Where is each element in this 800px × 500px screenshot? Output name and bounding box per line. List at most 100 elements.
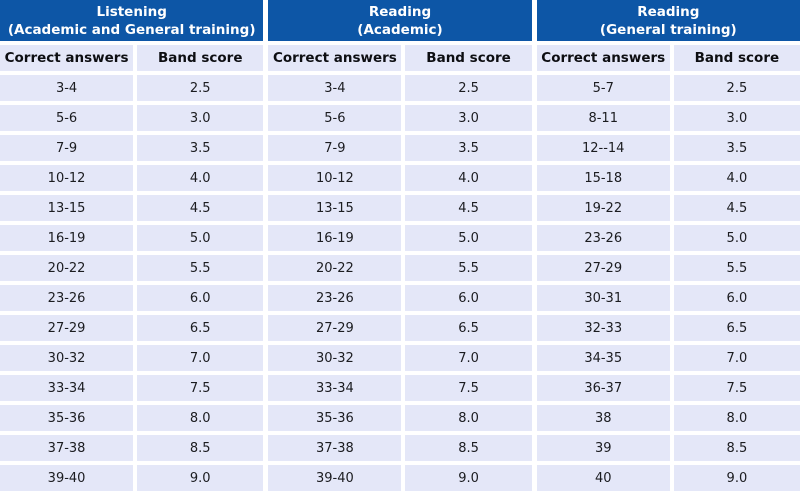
correct-answers-cell: 39-40 bbox=[0, 465, 134, 491]
band-score-cell: 6.0 bbox=[137, 285, 264, 311]
correct-answers-cell: 3-4 bbox=[0, 75, 134, 101]
correct-answers-cell: 27-29 bbox=[268, 315, 402, 341]
band-score-cell: 3.5 bbox=[137, 135, 264, 161]
band-score-cell: 8.5 bbox=[673, 435, 800, 461]
band-score-cell: 8.0 bbox=[137, 405, 264, 431]
correct-answers-cell: 20-22 bbox=[268, 255, 402, 281]
correct-answers-cell: 33-34 bbox=[0, 375, 134, 401]
column-header-correct-answers: Correct answers bbox=[268, 45, 402, 71]
band-score-cell: 4.0 bbox=[137, 165, 264, 191]
correct-answers-cell: 16-19 bbox=[268, 225, 402, 251]
correct-answers-cell: 15-18 bbox=[536, 165, 670, 191]
band-score-cell: 9.0 bbox=[673, 465, 800, 491]
band-score-cell: 3.0 bbox=[673, 105, 800, 131]
correct-answers-cell: 16-19 bbox=[0, 225, 134, 251]
band-score-cell: 7.5 bbox=[673, 375, 800, 401]
table-header-listening: Listening (Academic and General training… bbox=[0, 0, 264, 41]
band-score-cell: 2.5 bbox=[137, 75, 264, 101]
correct-answers-cell: 38 bbox=[536, 405, 670, 431]
column-header-correct-answers: Correct answers bbox=[536, 45, 670, 71]
table-title-line2: (Academic and General training) bbox=[7, 21, 256, 38]
band-score-cell: 7.0 bbox=[673, 345, 800, 371]
band-score-cell: 3.0 bbox=[405, 105, 532, 131]
band-score-cell: 5.0 bbox=[137, 225, 264, 251]
correct-answers-cell: 8-11 bbox=[536, 105, 670, 131]
correct-answers-cell: 23-26 bbox=[268, 285, 402, 311]
band-score-cell: 6.5 bbox=[137, 315, 264, 341]
correct-answers-cell: 3-4 bbox=[268, 75, 402, 101]
band-score-cell: 8.0 bbox=[673, 405, 800, 431]
correct-answers-cell: 5-7 bbox=[536, 75, 670, 101]
correct-answers-cell: 30-31 bbox=[536, 285, 670, 311]
band-score-cell: 7.5 bbox=[405, 375, 532, 401]
correct-answers-cell: 27-29 bbox=[536, 255, 670, 281]
band-score-cell: 4.5 bbox=[673, 195, 800, 221]
band-score-cell: 2.5 bbox=[673, 75, 800, 101]
correct-answers-cell: 20-22 bbox=[0, 255, 134, 281]
correct-answers-cell: 23-26 bbox=[536, 225, 670, 251]
band-score-cell: 8.5 bbox=[137, 435, 264, 461]
table-title-line1: Reading bbox=[368, 3, 432, 20]
band-score-cell: 9.0 bbox=[137, 465, 264, 491]
correct-answers-cell: 36-37 bbox=[536, 375, 670, 401]
band-score-cell: 3.5 bbox=[673, 135, 800, 161]
table-header-reading-general-training: Reading (General training) bbox=[536, 0, 800, 41]
table-title-line1: Reading bbox=[637, 3, 700, 20]
band-score-cell: 8.0 bbox=[405, 405, 532, 431]
band-score-cell: 3.5 bbox=[405, 135, 532, 161]
column-header-band-score: Band score bbox=[405, 45, 532, 71]
correct-answers-cell: 5-6 bbox=[0, 105, 134, 131]
band-score-cell: 4.0 bbox=[405, 165, 532, 191]
band-score-cell: 6.0 bbox=[405, 285, 532, 311]
correct-answers-cell: 32-33 bbox=[536, 315, 670, 341]
band-score-cell: 5.5 bbox=[137, 255, 264, 281]
correct-answers-cell: 39-40 bbox=[268, 465, 402, 491]
band-score-cell: 7.0 bbox=[137, 345, 264, 371]
table-reading-academic: Reading (Academic) Correct answers Band … bbox=[268, 0, 532, 500]
band-score-cell: 6.5 bbox=[405, 315, 532, 341]
correct-answers-cell: 23-26 bbox=[0, 285, 134, 311]
table-reading-general-training: Reading (General training) Correct answe… bbox=[536, 0, 800, 500]
band-score-cell: 4.0 bbox=[673, 165, 800, 191]
correct-answers-cell: 35-36 bbox=[0, 405, 134, 431]
column-header-band-score: Band score bbox=[673, 45, 800, 71]
correct-answers-cell: 7-9 bbox=[0, 135, 134, 161]
band-score-cell: 4.5 bbox=[405, 195, 532, 221]
correct-answers-cell: 13-15 bbox=[0, 195, 134, 221]
table-listening: Listening (Academic and General training… bbox=[0, 0, 264, 500]
correct-answers-cell: 7-9 bbox=[268, 135, 402, 161]
correct-answers-cell: 30-32 bbox=[0, 345, 134, 371]
correct-answers-cell: 10-12 bbox=[268, 165, 402, 191]
correct-answers-cell: 34-35 bbox=[536, 345, 670, 371]
correct-answers-cell: 10-12 bbox=[0, 165, 134, 191]
table-header-reading-academic: Reading (Academic) bbox=[268, 0, 532, 41]
band-score-cell: 5.5 bbox=[405, 255, 532, 281]
correct-answers-cell: 39 bbox=[536, 435, 670, 461]
column-header-correct-answers: Correct answers bbox=[0, 45, 134, 71]
correct-answers-cell: 12--14 bbox=[536, 135, 670, 161]
band-score-cell: 9.0 bbox=[405, 465, 532, 491]
band-score-cell: 4.5 bbox=[137, 195, 264, 221]
correct-answers-cell: 30-32 bbox=[268, 345, 402, 371]
table-title-line1: Listening bbox=[96, 3, 167, 20]
correct-answers-cell: 35-36 bbox=[268, 405, 402, 431]
band-score-cell: 5.0 bbox=[405, 225, 532, 251]
correct-answers-cell: 40 bbox=[536, 465, 670, 491]
correct-answers-cell: 33-34 bbox=[268, 375, 402, 401]
table-title-line2: (Academic) bbox=[357, 21, 443, 38]
band-score-cell: 7.0 bbox=[405, 345, 532, 371]
band-score-cell: 3.0 bbox=[137, 105, 264, 131]
band-score-cell: 5.0 bbox=[673, 225, 800, 251]
band-score-cell: 7.5 bbox=[137, 375, 264, 401]
correct-answers-cell: 13-15 bbox=[268, 195, 402, 221]
correct-answers-cell: 19-22 bbox=[536, 195, 670, 221]
band-score-cell: 6.5 bbox=[673, 315, 800, 341]
column-header-band-score: Band score bbox=[137, 45, 264, 71]
band-score-cell: 2.5 bbox=[405, 75, 532, 101]
band-score-cell: 6.0 bbox=[673, 285, 800, 311]
band-score-cell: 5.5 bbox=[673, 255, 800, 281]
band-score-cell: 8.5 bbox=[405, 435, 532, 461]
correct-answers-cell: 27-29 bbox=[0, 315, 134, 341]
table-title-line2: (General training) bbox=[599, 21, 737, 38]
